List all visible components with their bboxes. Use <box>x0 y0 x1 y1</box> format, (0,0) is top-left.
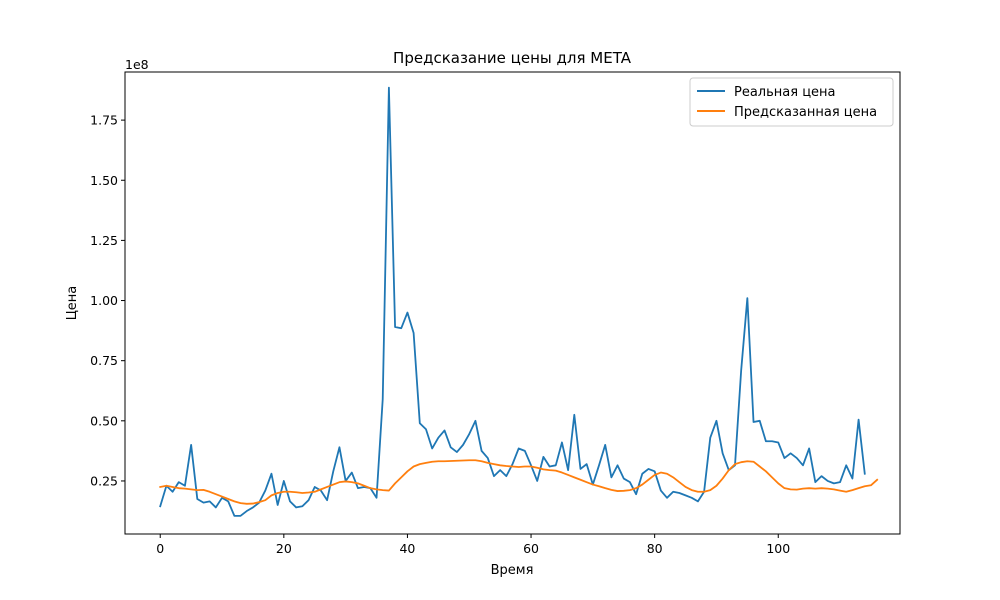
y-tick-label: 1.50 <box>90 173 118 188</box>
y-tick-label: 1.75 <box>90 113 118 128</box>
real-price-line <box>159 86 866 517</box>
y-tick-label: 1.25 <box>90 233 118 248</box>
y-tick-label: 0.50 <box>90 413 118 428</box>
x-tick-label: 80 <box>647 541 663 556</box>
y-tick-label: 1.00 <box>90 293 118 308</box>
predicted-price-line <box>159 459 879 505</box>
chart-title: Предсказание цены для META <box>393 49 632 67</box>
legend-box <box>689 77 894 127</box>
y-offset-label: 1e8 <box>125 57 149 72</box>
x-tick-label: 0 <box>156 541 164 556</box>
legend-label-predicted-price: Предсказанная цена <box>734 105 877 120</box>
x-tick-label: 60 <box>523 541 539 556</box>
x-tick-label: 100 <box>766 541 790 556</box>
plot-area: 0 20 40 60 80 100 0.25 0.50 0.75 1.00 1.25 1.50 1.75 <box>90 71 901 556</box>
legend: Реальная цена Предсказанная цена <box>689 77 894 127</box>
legend-label-real-price: Реальная цена <box>734 85 836 100</box>
y-tick-label: 0.75 <box>90 353 118 368</box>
x-tick-label: 40 <box>399 541 415 556</box>
x-tick-label: 20 <box>276 541 292 556</box>
plot-frame <box>124 71 901 535</box>
y-tick-label: 0.25 <box>90 473 118 488</box>
x-axis-label: Время <box>491 563 534 578</box>
y-axis-label: Цена <box>65 286 80 321</box>
